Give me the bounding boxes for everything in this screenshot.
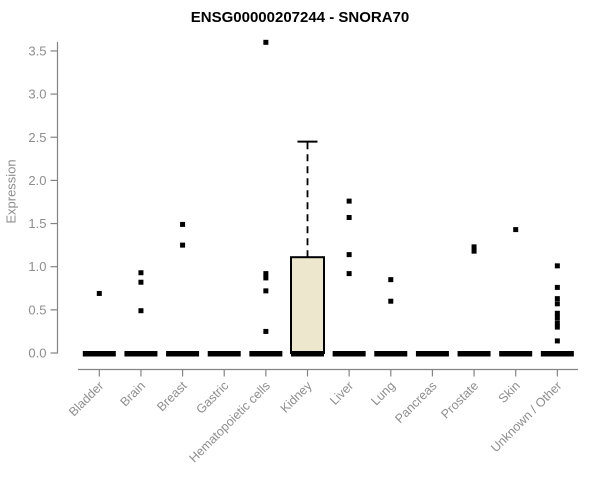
y-tick-label: 3.5 xyxy=(28,43,46,58)
outlier-point xyxy=(180,221,186,227)
median-bar xyxy=(166,351,200,357)
x-category-label: Pancreas xyxy=(392,379,439,426)
x-category-label: Prostate xyxy=(438,379,481,422)
y-tick-label: 0.5 xyxy=(28,302,46,317)
outlier-point xyxy=(471,248,477,254)
x-category-label: Kidney xyxy=(278,378,315,415)
outlier-point xyxy=(554,263,560,269)
outlier-point xyxy=(263,328,269,334)
outlier-point xyxy=(346,215,352,221)
outlier-point xyxy=(263,288,269,294)
y-tick-label: 2.0 xyxy=(28,173,46,188)
outlier-point xyxy=(554,284,560,290)
outlier-point xyxy=(471,244,477,250)
outlier-point xyxy=(263,275,269,281)
outlier-point xyxy=(263,271,269,277)
median-bar xyxy=(457,351,491,357)
median-bar xyxy=(415,351,449,357)
outlier-point xyxy=(138,270,144,276)
outlier-point xyxy=(554,324,560,330)
median-bar xyxy=(291,351,324,357)
outlier-point xyxy=(554,338,560,344)
outlier-point xyxy=(554,315,560,321)
outlier-point xyxy=(346,252,352,258)
median-bar xyxy=(82,351,116,357)
chart-title: ENSG00000207244 - SNORA70 xyxy=(190,9,410,26)
y-tick-label: 1.5 xyxy=(28,216,46,231)
x-category-label: Lung xyxy=(368,379,398,409)
outlier-point xyxy=(138,308,144,314)
x-category-label: Brain xyxy=(118,379,149,410)
outlier-point xyxy=(96,290,102,296)
x-category-label: Hematopoietic cells xyxy=(186,379,273,466)
x-category-label: Liver xyxy=(327,379,356,408)
y-tick-label: 0.0 xyxy=(28,346,46,361)
y-tick-label: 1.0 xyxy=(28,259,46,274)
box-iqr xyxy=(290,256,325,354)
median-bar xyxy=(540,351,574,357)
outlier-point xyxy=(554,296,560,302)
outlier-point xyxy=(554,320,560,326)
outlier-point xyxy=(513,227,519,233)
outlier-point xyxy=(388,298,394,304)
outlier-point xyxy=(388,277,394,283)
x-category-label: Breast xyxy=(154,378,190,414)
y-tick-label: 2.5 xyxy=(28,130,46,145)
median-bar xyxy=(249,351,283,357)
median-bar xyxy=(374,351,408,357)
outlier-point xyxy=(138,279,144,285)
outlier-point xyxy=(263,39,269,45)
x-category-label: Skin xyxy=(496,379,523,406)
median-bar xyxy=(124,351,158,357)
outlier-point xyxy=(180,242,186,248)
outlier-point xyxy=(346,271,352,277)
median-bar xyxy=(499,351,533,357)
y-tick-label: 3.0 xyxy=(28,87,46,102)
x-category-label: Bladder xyxy=(66,379,106,419)
x-category-label: Unknown / Other xyxy=(488,379,564,455)
outlier-point xyxy=(554,310,560,316)
x-category-label: Gastric xyxy=(193,379,231,417)
outlier-point xyxy=(346,198,352,204)
outlier-point xyxy=(554,301,560,307)
median-bar xyxy=(332,351,366,357)
median-bar xyxy=(207,351,241,357)
